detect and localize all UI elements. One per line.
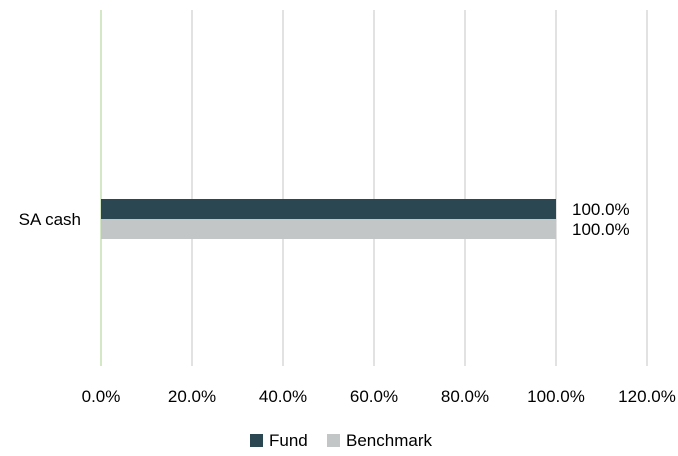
x-tick-label: 120.0% (618, 387, 676, 406)
x-tick-label: 40.0% (259, 387, 307, 406)
legend-label: Fund (269, 431, 308, 450)
x-tick-label: 100.0% (527, 387, 585, 406)
legend-swatch-fund (250, 434, 263, 447)
legend: Fund Benchmark (250, 431, 432, 450)
legend-swatch-benchmark (327, 434, 340, 447)
category-labels: SA cash (19, 210, 81, 229)
x-tick-label: 0.0% (82, 387, 121, 406)
bar-fund (101, 199, 556, 219)
data-labels: 100.0%100.0% (572, 200, 630, 239)
gridlines (100, 10, 648, 366)
x-tick-label: 60.0% (350, 387, 398, 406)
x-tick-label: 20.0% (168, 387, 216, 406)
category-label: SA cash (19, 210, 81, 229)
bar-benchmark (101, 219, 556, 239)
x-tick-label: 80.0% (441, 387, 489, 406)
bars (101, 199, 556, 239)
x-axis-tick-labels: 0.0% 20.0% 40.0% 60.0% 80.0% 100.0% 120.0% (82, 387, 676, 406)
legend-label: Benchmark (346, 431, 432, 450)
data-label: 100.0% (572, 220, 630, 239)
data-label: 100.0% (572, 200, 630, 219)
